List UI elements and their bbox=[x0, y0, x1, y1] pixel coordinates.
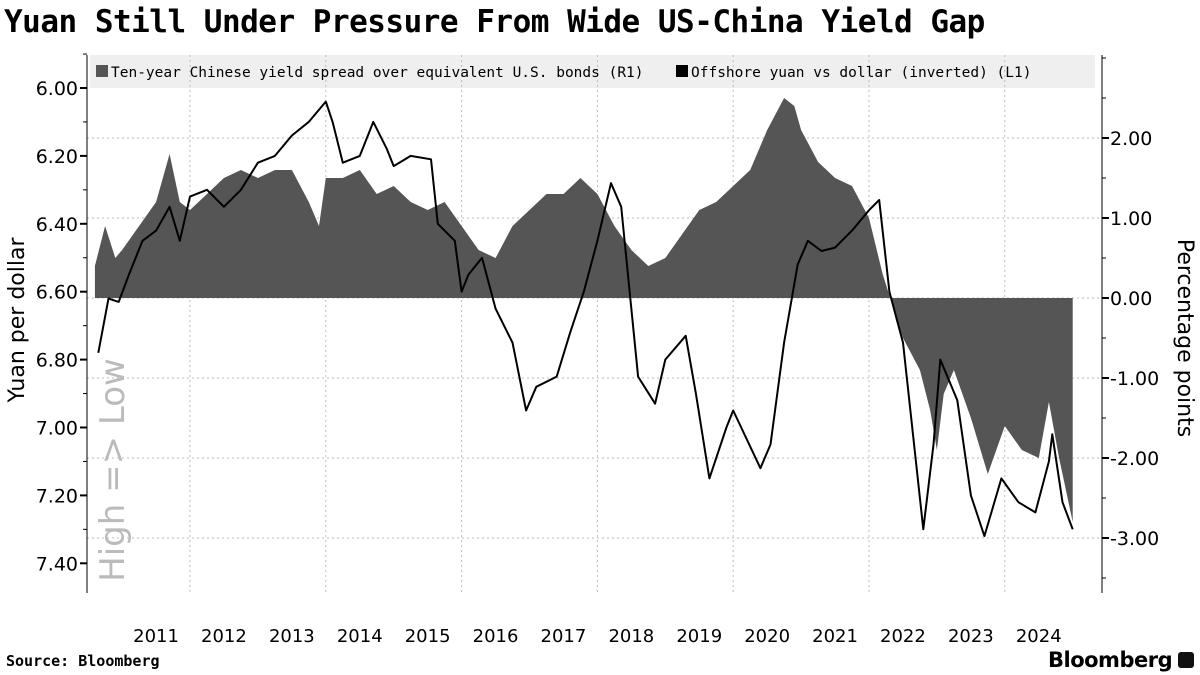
x-axis-tick-label: 2018 bbox=[608, 626, 654, 647]
right-axis-tick-label: 1.00 bbox=[1110, 208, 1152, 230]
left-axis-tick-label: 6.20 bbox=[36, 146, 78, 168]
x-axis-tick-label: 2020 bbox=[744, 626, 790, 647]
legend-swatch-yield-spread bbox=[96, 65, 108, 77]
left-axis-label: Yuan per dollar bbox=[5, 237, 30, 404]
x-axis-tick-label: 2015 bbox=[405, 626, 451, 647]
x-axis-tick-label: 2022 bbox=[880, 626, 926, 647]
left-axis-tick-label: 7.00 bbox=[36, 418, 78, 440]
x-axis-tick-label: 2019 bbox=[676, 626, 722, 647]
legend-label-yield-spread: Ten-year Chinese yield spread over equiv… bbox=[111, 65, 644, 81]
source-note: Source: Bloomberg bbox=[6, 652, 160, 670]
x-axis-tick-label: 2021 bbox=[812, 626, 858, 647]
left-axis-watermark: High => Low bbox=[93, 358, 133, 582]
left-axis-tick-label: 6.60 bbox=[36, 282, 78, 304]
x-axis-tick-label: 2017 bbox=[541, 626, 587, 647]
left-axis-tick-label: 7.20 bbox=[36, 485, 78, 507]
right-axis-label: Percentage points bbox=[1172, 239, 1197, 437]
offshore-yuan-line bbox=[97, 100, 1074, 538]
x-axis-tick-label: 2023 bbox=[948, 626, 994, 647]
legend-swatch-offshore-yuan bbox=[676, 65, 688, 77]
x-axis-tick-label: 2024 bbox=[1016, 626, 1062, 647]
x-axis-tick-label: 2011 bbox=[133, 626, 179, 647]
left-axis-tick-label: 6.40 bbox=[36, 214, 78, 236]
left-axis-tick-label: 6.80 bbox=[36, 350, 78, 372]
legend-label-offshore-yuan: Offshore yuan vs dollar (inverted) (L1) bbox=[691, 65, 1031, 81]
brand-logo: Bloomberg bbox=[1048, 648, 1173, 672]
right-axis-tick-label: -1.00 bbox=[1110, 368, 1159, 390]
bloomberg-chart-icon bbox=[1178, 652, 1194, 668]
right-axis-tick-label: 2.00 bbox=[1110, 128, 1152, 150]
right-axis-tick-label: -3.00 bbox=[1110, 528, 1159, 550]
right-axis-tick-label: -2.00 bbox=[1110, 448, 1159, 470]
chart-title: Yuan Still Under Pressure From Wide US-C… bbox=[4, 4, 985, 40]
left-axis-tick-label: 6.00 bbox=[36, 78, 78, 100]
right-axis-tick-label: 0.00 bbox=[1110, 288, 1152, 310]
left-axis-tick-label: 7.40 bbox=[36, 553, 78, 575]
x-axis-tick-label: 2013 bbox=[269, 626, 315, 647]
x-axis-tick-label: 2016 bbox=[473, 626, 519, 647]
x-axis-tick-label: 2012 bbox=[201, 626, 247, 647]
yield-spread-area bbox=[94, 98, 1073, 522]
x-axis-tick-label: 2014 bbox=[337, 626, 383, 647]
legend-background bbox=[90, 55, 1095, 88]
